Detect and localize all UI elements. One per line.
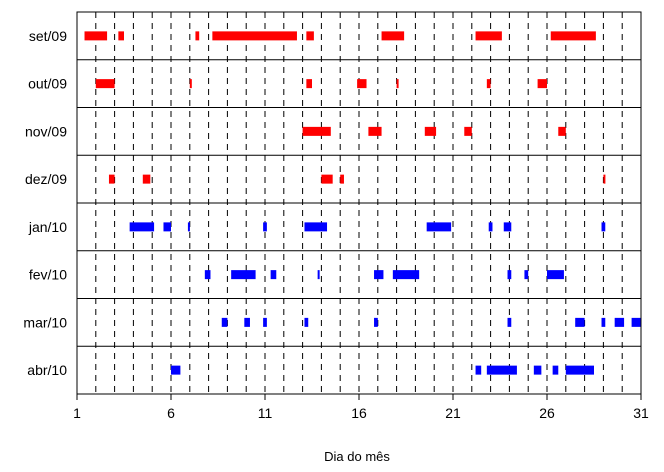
event-bar: [533, 365, 542, 375]
event-bar: [189, 79, 192, 89]
event-bar: [552, 365, 559, 375]
event-bar: [270, 270, 277, 280]
event-bar: [171, 365, 181, 375]
x-axis-title: Dia do mês: [324, 449, 390, 464]
x-tick-label: 11: [258, 405, 273, 421]
event-bar: [464, 126, 472, 136]
event-bar: [374, 270, 384, 280]
event-bar: [118, 31, 124, 41]
event-bar: [550, 31, 596, 41]
event-bar: [396, 79, 399, 89]
event-bar: [575, 317, 585, 327]
event-bar: [163, 222, 171, 232]
event-bar: [507, 317, 512, 327]
event-bar: [488, 222, 493, 232]
bars-layer: [84, 31, 641, 375]
event-bar: [321, 174, 333, 184]
event-bar: [547, 270, 564, 280]
x-tick-label: 1: [73, 405, 81, 421]
event-bar: [374, 317, 378, 327]
row-label: abr/10: [27, 362, 67, 378]
event-bar: [108, 174, 115, 184]
event-bar: [84, 31, 108, 41]
event-bar: [426, 222, 452, 232]
event-bar: [368, 126, 382, 136]
event-bar: [503, 222, 512, 232]
event-bar: [558, 126, 566, 136]
event-bar: [603, 174, 606, 184]
event-bar: [212, 31, 297, 41]
event-bar: [129, 222, 155, 232]
event-bar: [317, 270, 320, 280]
labels-layer: set/09 out/09 nov/09 dez/09 jan/10 fev/10 mar/…: [23, 28, 649, 421]
event-bar: [537, 79, 547, 89]
event-bar: [95, 79, 115, 89]
event-bar: [221, 317, 228, 327]
event-bar: [475, 365, 482, 375]
event-bar: [631, 317, 641, 327]
event-bar: [565, 365, 594, 375]
event-bar: [304, 222, 328, 232]
event-bar: [507, 270, 512, 280]
event-bar: [304, 317, 309, 327]
row-label: nov/09: [25, 123, 67, 139]
event-bar: [475, 31, 502, 41]
x-tick-label: 31: [633, 405, 649, 421]
row-label: jan/10: [28, 219, 67, 235]
event-bar: [486, 365, 517, 375]
event-bar: [392, 270, 420, 280]
event-bar: [306, 79, 312, 89]
event-bar: [142, 174, 151, 184]
event-bar: [524, 270, 529, 280]
event-bar: [231, 270, 256, 280]
event-bar: [381, 31, 405, 41]
event-bar: [601, 317, 606, 327]
row-label: out/09: [28, 76, 67, 92]
x-tick-label: 16: [351, 405, 367, 421]
event-bar: [424, 126, 437, 136]
event-bar: [340, 174, 344, 184]
x-tick-label: 6: [167, 405, 175, 421]
event-bar: [601, 222, 606, 232]
event-bar: [306, 31, 314, 41]
event-bar: [486, 79, 491, 89]
event-bar: [204, 270, 211, 280]
event-bar: [195, 31, 200, 41]
event-bar: [614, 317, 625, 327]
event-bar: [187, 222, 190, 232]
event-bar: [244, 317, 250, 327]
x-tick-label: 21: [445, 405, 461, 421]
row-label: mar/10: [23, 314, 67, 330]
event-bar: [263, 222, 267, 232]
frame-layer: [76, 11, 642, 400]
row-label: dez/09: [25, 171, 67, 187]
x-tick-label: 26: [539, 405, 555, 421]
row-label: fev/10: [29, 267, 67, 283]
event-bar: [357, 79, 367, 89]
row-label: set/09: [29, 28, 67, 44]
event-bar: [263, 317, 267, 327]
event-bar: [302, 126, 331, 136]
